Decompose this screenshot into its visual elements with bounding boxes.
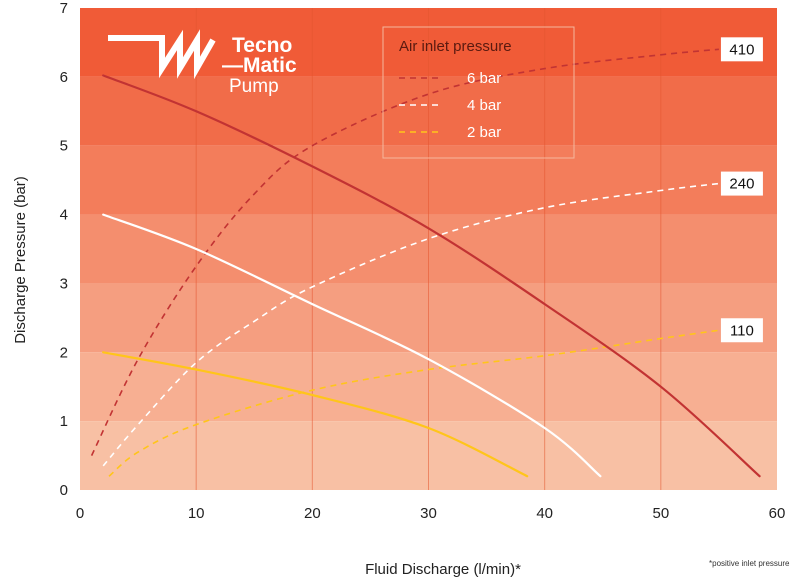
x-tick-10: 10 xyxy=(188,505,205,522)
legend-label-6bar: 6 bar xyxy=(467,70,501,87)
y-tick-5: 5 xyxy=(60,138,68,155)
logo-line2: —Matic xyxy=(222,54,297,77)
axis-ticks: 0 1 2 3 4 5 6 7 0 10 20 30 40 50 60 xyxy=(60,0,786,522)
callout-label-410: 410 xyxy=(729,41,754,58)
air-consumption-callouts: 410 240 110 xyxy=(720,37,763,343)
callout-box-410 xyxy=(720,37,763,62)
y-axis-title: Discharge Pressure (bar) xyxy=(12,176,29,344)
callout-label-240: 240 xyxy=(729,176,754,193)
callout-label-110: 110 xyxy=(730,322,754,339)
tecno-matic-logo: Tecno —Matic Pump xyxy=(108,29,297,97)
y-tick-2: 2 xyxy=(60,344,68,361)
pressure-curve-6-bar xyxy=(102,74,761,478)
curves xyxy=(90,48,761,478)
y-tick-1: 1 xyxy=(60,413,68,430)
y-tick-4: 4 xyxy=(60,207,68,224)
legend-box xyxy=(382,26,575,159)
y-tick-0: 0 xyxy=(60,482,68,499)
pressure-curve-4-bar xyxy=(102,213,602,478)
air-consumption-curve-410 xyxy=(90,48,719,456)
y-tick-3: 3 xyxy=(60,275,68,292)
air-consumption-curve-110 xyxy=(108,329,720,477)
logo-line3: Pump xyxy=(229,76,279,97)
x-tick-30: 30 xyxy=(420,505,437,522)
y-tick-6: 6 xyxy=(60,69,68,86)
callout-box-110 xyxy=(720,318,763,343)
legend-label-4bar: 4 bar xyxy=(467,97,501,114)
legend: Air inlet pressure 6 bar 4 bar 2 bar xyxy=(382,26,575,159)
x-axis-title: Fluid Discharge (l/min)* xyxy=(365,561,521,578)
footnote: *positive inlet pressure xyxy=(709,559,790,568)
callout-box-240 xyxy=(720,171,763,196)
air-consumption-curve-240 xyxy=(102,182,719,467)
y-tick-7: 7 xyxy=(60,0,68,17)
x-tick-60: 60 xyxy=(769,505,786,522)
x-tick-40: 40 xyxy=(536,505,553,522)
logo-mark xyxy=(108,29,216,80)
x-tick-20: 20 xyxy=(304,505,321,522)
legend-label-2bar: 2 bar xyxy=(467,124,501,141)
x-tick-0: 0 xyxy=(76,505,84,522)
x-tick-50: 50 xyxy=(652,505,669,522)
callout-110: 110 xyxy=(720,318,763,343)
legend-title: Air inlet pressure xyxy=(399,38,512,55)
callout-410: 410 xyxy=(720,37,763,62)
pressure-curve-2-bar xyxy=(102,351,529,478)
logo-line1: Tecno xyxy=(232,34,292,57)
callout-240: 240 xyxy=(720,171,763,196)
